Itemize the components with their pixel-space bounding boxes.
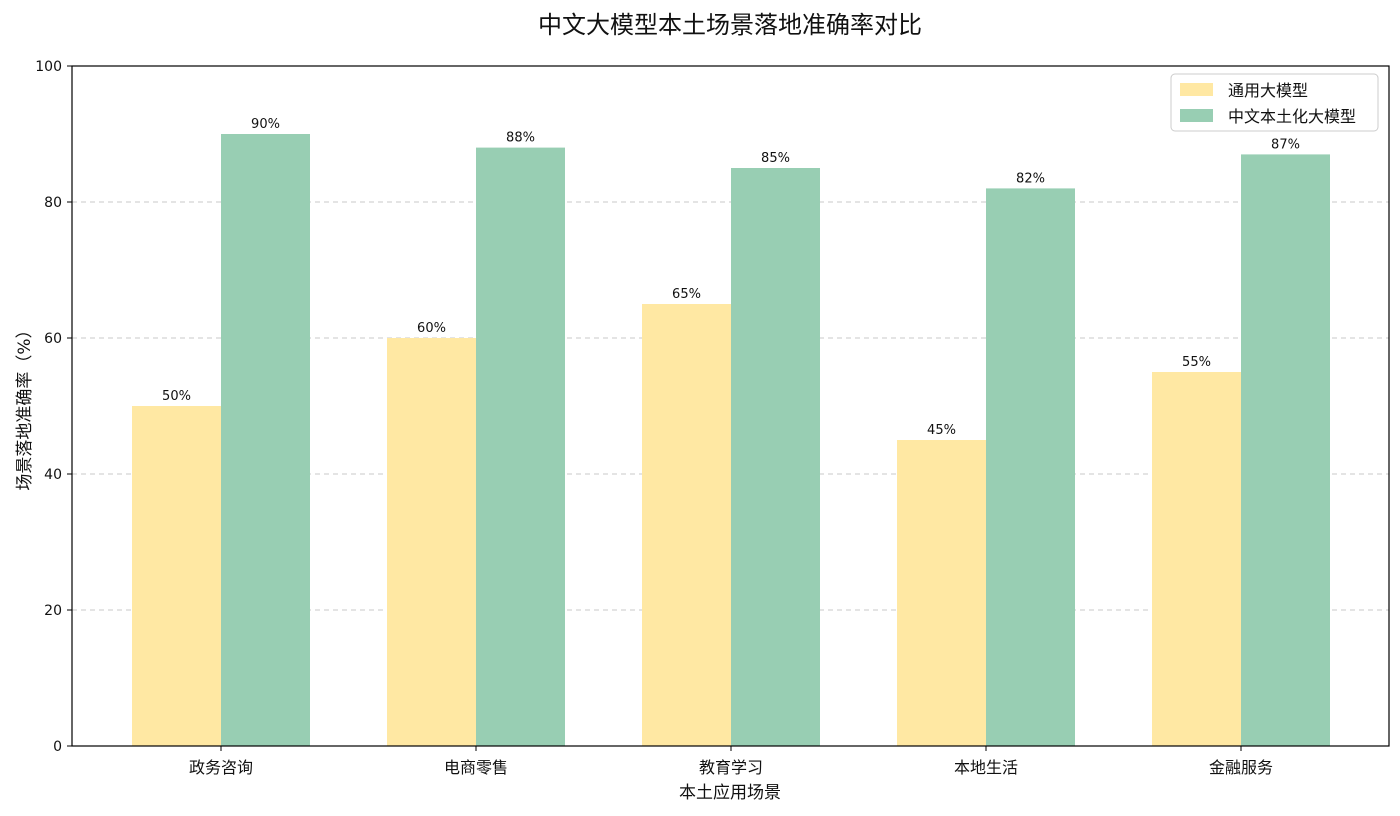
plot-frame [71, 65, 1390, 747]
y-tick-label: 20 [44, 603, 62, 619]
bar-value-label: 50% [162, 389, 191, 404]
bar-value-label: 88% [506, 131, 535, 146]
bar-value-label: 82% [1016, 171, 1045, 186]
legend-label: 中文本土化大模型 [1228, 107, 1356, 126]
bar-general-1 [132, 406, 221, 746]
y-axis-label: 场景落地准确率（%） [15, 321, 35, 490]
legend-label: 通用大模型 [1228, 81, 1308, 100]
bar-value-label: 87% [1271, 137, 1300, 152]
x-tick-label: 教育学习 [699, 758, 763, 777]
x-axis-label: 本土应用场景 [679, 783, 781, 803]
bar-localized-1 [221, 134, 310, 746]
bar-general-4 [897, 440, 986, 746]
bar-value-label: 60% [417, 321, 446, 336]
y-tick-label: 40 [44, 467, 62, 483]
y-tick-label: 100 [35, 59, 62, 75]
x-tick-label: 本地生活 [954, 758, 1018, 777]
bar-localized-4 [986, 188, 1075, 746]
legend-box [1170, 73, 1379, 132]
bar-value-label: 85% [761, 151, 790, 166]
bar-general-5 [1152, 372, 1241, 746]
bar-layer [132, 134, 1330, 747]
bar-value-label: 65% [672, 287, 701, 302]
bar-localized-5 [1241, 154, 1330, 746]
label-layer: 50% 90% 政务咨询 60% 88% 电商零售 65% 85% 教育学习 45% 82% 本地生活… [35, 59, 1300, 777]
y-tick-label: 60 [44, 331, 62, 347]
x-tick-label: 政务咨询 [189, 758, 253, 777]
x-tick-label: 金融服务 [1209, 758, 1273, 777]
y-tick-label: 80 [44, 195, 62, 211]
legend-swatch [1180, 83, 1213, 96]
bar-value-label: 45% [927, 423, 956, 438]
chart-title: 中文大模型本土场景落地准确率对比 [538, 11, 922, 39]
bar-localized-3 [731, 168, 820, 746]
legend-swatch [1180, 109, 1213, 122]
bar-value-label: 90% [251, 117, 280, 132]
bar-value-label: 55% [1182, 355, 1211, 370]
bar-general-2 [387, 338, 476, 746]
axis-layer [67, 65, 1390, 751]
x-tick-label: 电商零售 [444, 758, 508, 777]
bar-general-3 [642, 304, 731, 746]
bar-localized-2 [476, 147, 565, 747]
y-tick-label: 0 [53, 739, 62, 755]
